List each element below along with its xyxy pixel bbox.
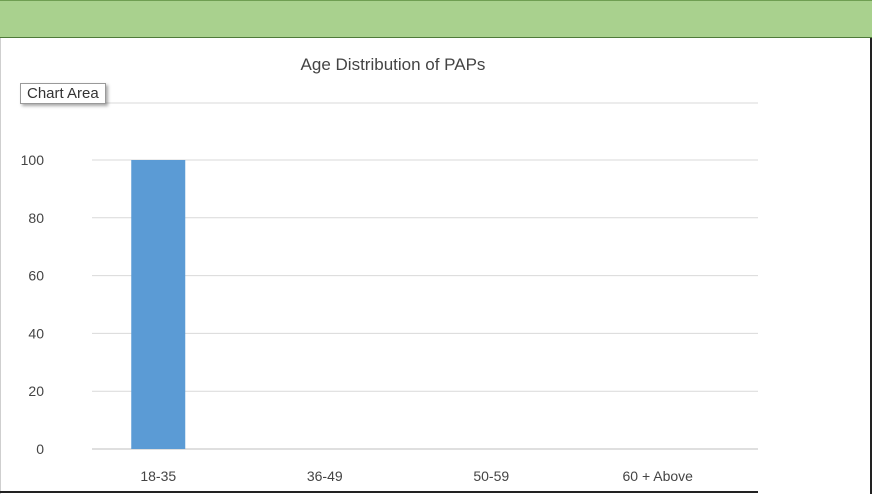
y-tick-label: 100: [21, 152, 45, 168]
right-border: [870, 38, 872, 494]
x-tick-label: 50-59: [473, 468, 509, 484]
chart-title: Age Distribution of PAPs: [301, 55, 486, 74]
y-tick-labels: 0 20 40 60 80 100: [21, 152, 45, 457]
y-tick-label: 0: [36, 441, 44, 457]
gridlines: [92, 102, 758, 450]
x-tick-labels: 18-35 36-49 50-59 60 + Above: [140, 468, 693, 484]
y-tick-label: 80: [28, 210, 44, 226]
header-band: [0, 0, 872, 38]
y-tick-label: 40: [28, 325, 44, 341]
y-tick-label: 60: [28, 268, 44, 284]
x-tick-label: 60 + Above: [623, 468, 694, 484]
x-tick-label: 18-35: [140, 468, 176, 484]
x-tick-label: 36-49: [307, 468, 343, 484]
chart-area-tooltip: Chart Area: [20, 83, 106, 104]
bars: [131, 160, 186, 449]
left-border: [0, 38, 1, 494]
y-tick-label: 20: [28, 383, 44, 399]
bottom-rule: [0, 491, 758, 493]
bar[interactable]: [131, 160, 186, 449]
